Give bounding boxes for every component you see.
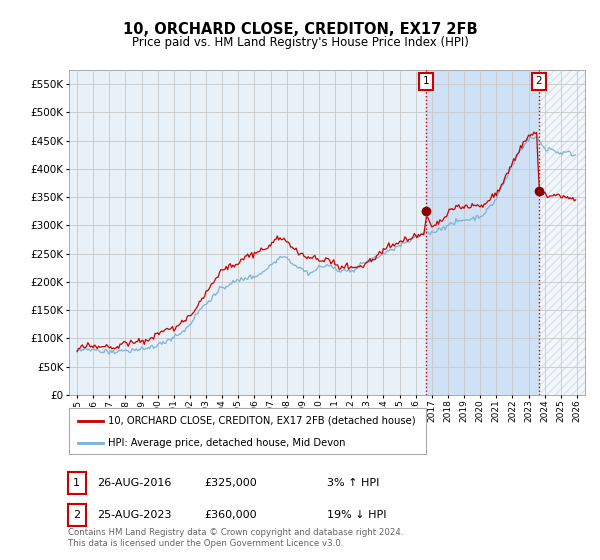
Text: 1: 1 — [423, 76, 430, 86]
Text: Price paid vs. HM Land Registry's House Price Index (HPI): Price paid vs. HM Land Registry's House … — [131, 36, 469, 49]
Text: 2: 2 — [536, 76, 542, 86]
Bar — [426, 70, 539, 395]
Text: Contains HM Land Registry data © Crown copyright and database right 2024.
This d: Contains HM Land Registry data © Crown c… — [68, 528, 403, 548]
Text: £360,000: £360,000 — [204, 510, 257, 520]
Text: HPI: Average price, detached house, Mid Devon: HPI: Average price, detached house, Mid … — [108, 438, 346, 449]
Text: 19% ↓ HPI: 19% ↓ HPI — [327, 510, 386, 520]
Text: 25-AUG-2023: 25-AUG-2023 — [97, 510, 172, 520]
Bar — [539, 70, 585, 395]
Text: 3% ↑ HPI: 3% ↑ HPI — [327, 478, 379, 488]
Text: 10, ORCHARD CLOSE, CREDITON, EX17 2FB (detached house): 10, ORCHARD CLOSE, CREDITON, EX17 2FB (d… — [108, 416, 416, 426]
Text: 2: 2 — [73, 510, 80, 520]
Text: £325,000: £325,000 — [204, 478, 257, 488]
Text: 10, ORCHARD CLOSE, CREDITON, EX17 2FB: 10, ORCHARD CLOSE, CREDITON, EX17 2FB — [122, 22, 478, 38]
Text: 1: 1 — [73, 478, 80, 488]
Text: 26-AUG-2016: 26-AUG-2016 — [97, 478, 172, 488]
